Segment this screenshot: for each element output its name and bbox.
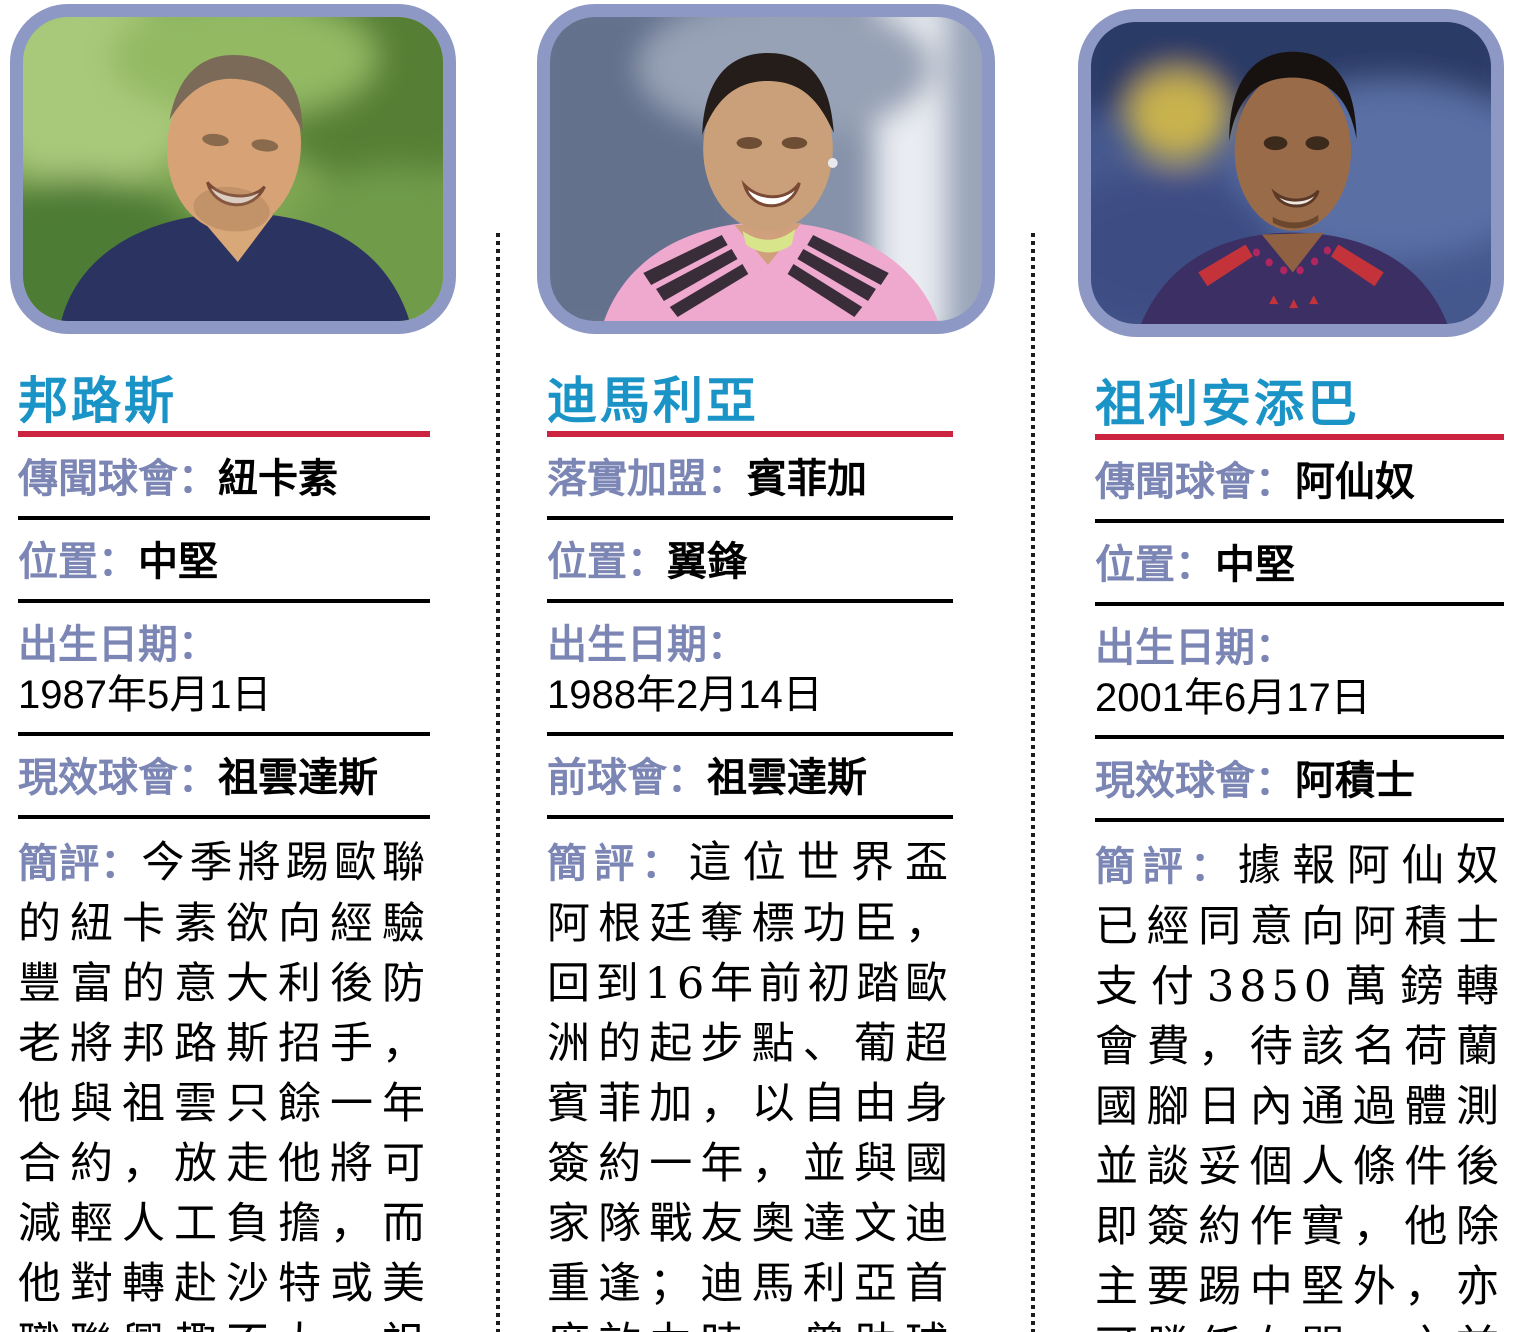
field-value: 賓菲加 [747,457,867,501]
field-label: 出生日期： [1095,626,1295,670]
field-label: 前球會： [547,756,707,800]
comment-label: 簡評： [547,842,689,886]
comment-label: 簡評： [1095,845,1238,889]
field-label: 位置： [1095,543,1215,587]
field-value: 中堅 [1215,543,1295,587]
field-rumoured-club: 傳聞球會：紐卡素 [18,437,430,520]
player-name: 祖利安添巴 [1095,376,1360,432]
field-label: 傳聞球會： [18,457,218,501]
player-name: 邦路斯 [18,373,177,429]
field-birthdate: 出生日期： 1988年2月14日 [547,603,953,736]
field-value: 祖雲達斯 [707,756,867,800]
title-underline [18,431,430,437]
player-portrait-illustration [550,17,982,321]
title-underline [547,431,953,437]
title-underline [1095,434,1504,440]
field-birthdate: 出生日期： 2001年6月17日 [1095,606,1504,739]
comment-text: 今季將踢歐聯的紐卡素欲向經驗豐富的意大利後防老將邦路斯招手，他與祖雲只餘一年合約… [18,838,430,1332]
field-value: 1988年2月14日 [547,673,823,717]
player-comment: 簡評：這位世界盃阿根廷奪標功臣，回到16年前初踏歐洲的起步點、葡超賓菲加，以自由… [547,833,953,1332]
player-card-1: 邦路斯 傳聞球會：紐卡素 位置：中堅 出生日期： 1987年5月1日 現效球會：祖… [10,0,456,1332]
player-portrait-illustration [1091,22,1491,324]
field-position: 位置：翼鋒 [547,520,953,603]
field-birthdate: 出生日期： 1987年5月1日 [18,603,430,736]
field-value: 中堅 [138,540,218,584]
player-card-3: 祖利安添巴 傳聞球會：阿仙奴 位置：中堅 出生日期： 2001年6月17日 現效球… [1078,0,1504,1332]
player-name: 迪馬利亞 [547,373,759,429]
field-label: 傳聞球會： [1095,460,1295,504]
field-label: 出生日期： [18,623,218,667]
field-confirmed-move: 落實加盟：賓菲加 [547,437,953,520]
player-comment: 簡評：據報阿仙奴已經同意向阿積士支付3850萬鎊轉會費，待該名荷蘭國腳日內通過體… [1095,836,1504,1332]
field-position: 位置：中堅 [1095,523,1504,606]
field-value: 阿積士 [1295,759,1415,803]
field-rumoured-club: 傳聞球會：阿仙奴 [1095,440,1504,523]
comment-label: 簡評： [18,842,142,886]
field-label: 位置： [547,540,667,584]
field-value: 祖雲達斯 [218,756,378,800]
field-current-club: 現效球會：阿積士 [1095,739,1504,822]
field-position: 位置：中堅 [18,520,430,603]
dotted-column-divider [496,233,500,1332]
player-photo-1 [10,4,456,334]
field-former-club: 前球會：祖雲達斯 [547,736,953,819]
field-value: 紐卡素 [218,457,338,501]
player-photo-2 [537,4,995,334]
field-label: 現效球會： [1095,759,1295,803]
dotted-column-divider [1031,233,1035,1332]
comment-text: 據報阿仙奴已經同意向阿積士支付3850萬鎊轉會費，待該名荷蘭國腳日內通過體測並談… [1095,841,1505,1332]
field-value: 2001年6月17日 [1095,676,1371,720]
comment-text: 這位世界盃阿根廷奪標功臣，回到16年前初踏歐洲的起步點、葡超賓菲加，以自由身簽約… [547,838,954,1332]
field-label: 出生日期： [547,623,747,667]
field-current-club: 現效球會：祖雲達斯 [18,736,430,819]
field-label: 現效球會： [18,756,218,800]
player-comment: 簡評：今季將踢歐聯的紐卡素欲向經驗豐富的意大利後防老將邦路斯招手，他與祖雲只餘一… [18,833,430,1332]
field-label: 落實加盟： [547,457,747,501]
field-value: 阿仙奴 [1295,460,1415,504]
player-photo-3 [1078,9,1504,337]
player-portrait-illustration [23,17,443,321]
field-label: 位置： [18,540,138,584]
player-card-2: 迪馬利亞 落實加盟：賓菲加 位置：翼鋒 出生日期： 1988年2月14日 前球會：… [537,0,995,1332]
field-value: 翼鋒 [667,540,747,584]
field-value: 1987年5月1日 [18,673,272,717]
